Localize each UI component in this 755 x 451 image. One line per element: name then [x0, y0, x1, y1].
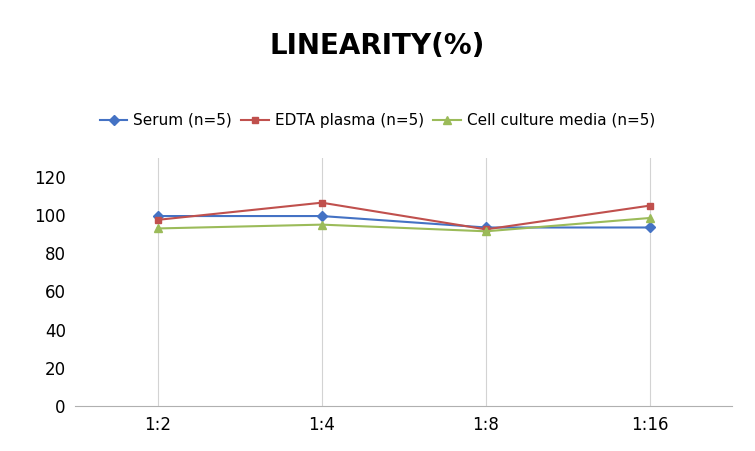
- EDTA plasma (n=5): [153, 217, 162, 222]
- Legend: Serum (n=5), EDTA plasma (n=5), Cell culture media (n=5): Serum (n=5), EDTA plasma (n=5), Cell cul…: [94, 107, 661, 134]
- Line: EDTA plasma (n=5): EDTA plasma (n=5): [154, 199, 654, 233]
- Cell culture media (n=5): [482, 229, 491, 234]
- Line: Cell culture media (n=5): Cell culture media (n=5): [153, 214, 655, 235]
- Serum (n=5): [153, 213, 162, 219]
- Serum (n=5): [317, 213, 326, 219]
- Cell culture media (n=5): [646, 215, 655, 221]
- Line: Serum (n=5): Serum (n=5): [154, 212, 654, 231]
- Text: LINEARITY(%): LINEARITY(%): [270, 32, 485, 60]
- Cell culture media (n=5): [317, 222, 326, 227]
- Cell culture media (n=5): [153, 226, 162, 231]
- EDTA plasma (n=5): [317, 200, 326, 205]
- EDTA plasma (n=5): [482, 227, 491, 232]
- Serum (n=5): [482, 225, 491, 230]
- Serum (n=5): [646, 225, 655, 230]
- EDTA plasma (n=5): [646, 203, 655, 208]
